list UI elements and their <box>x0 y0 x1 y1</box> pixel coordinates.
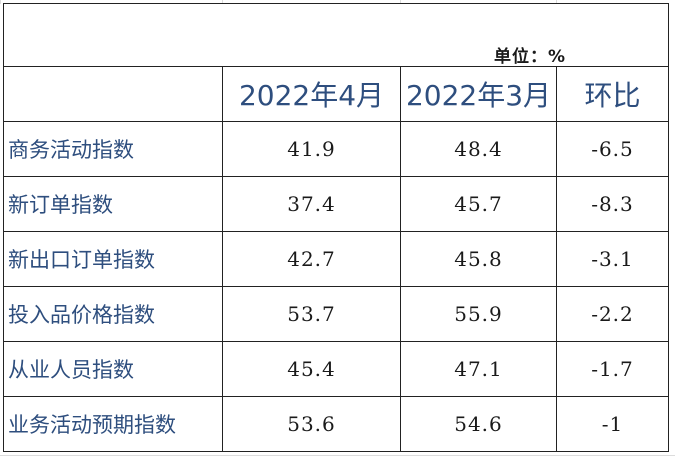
value-cell-apr[interactable]: 41.9 <box>222 121 401 177</box>
table-row: 新订单指数 37.4 45.7 -8.3 <box>3 176 669 232</box>
grid-line <box>0 0 1 4</box>
row-label-cell[interactable]: 新出口订单指数 <box>3 231 223 287</box>
row-label-cell[interactable]: 投入品价格指数 <box>3 286 223 342</box>
row-label-cell[interactable]: 业务活动预期指数 <box>3 396 223 452</box>
header-cell-apr[interactable]: 2022年4月 <box>222 66 401 122</box>
value-cell-mom[interactable]: -6.5 <box>556 121 669 177</box>
value-cell-mar[interactable]: 55.9 <box>400 286 557 342</box>
table-row: 业务活动预期指数 53.6 54.6 -1 <box>3 396 669 452</box>
grid-line <box>556 0 557 4</box>
row-label-cell[interactable]: 从业人员指数 <box>3 341 223 397</box>
header-cell-mom[interactable]: 环比 <box>556 66 669 122</box>
header-row: 2022年4月 2022年3月 环比 <box>3 66 669 122</box>
table-row: 商务活动指数 41.9 48.4 -6.5 <box>3 121 669 177</box>
header-empty-cell[interactable] <box>3 66 223 122</box>
value-cell-mar[interactable]: 54.6 <box>400 396 557 452</box>
grid-line <box>222 0 223 4</box>
grid-line <box>400 0 401 4</box>
unit-cell[interactable]: 单位：% <box>3 3 669 67</box>
value-cell-apr[interactable]: 42.7 <box>222 231 401 287</box>
value-cell-mom[interactable]: -1 <box>556 396 669 452</box>
unit-label: 单位：% <box>494 47 567 67</box>
value-cell-mar[interactable]: 48.4 <box>400 121 557 177</box>
value-cell-mom[interactable]: -2.2 <box>556 286 669 342</box>
value-cell-apr[interactable]: 45.4 <box>222 341 401 397</box>
value-cell-mar[interactable]: 45.7 <box>400 176 557 232</box>
table-row: 从业人员指数 45.4 47.1 -1.7 <box>3 341 669 397</box>
value-cell-mom[interactable]: -8.3 <box>556 176 669 232</box>
row-label-cell[interactable]: 新订单指数 <box>3 176 223 232</box>
value-cell-mar[interactable]: 45.8 <box>400 231 557 287</box>
value-cell-apr[interactable]: 53.6 <box>222 396 401 452</box>
grid-line <box>0 455 675 456</box>
value-cell-apr[interactable]: 53.7 <box>222 286 401 342</box>
row-label-cell[interactable]: 商务活动指数 <box>3 121 223 177</box>
value-cell-apr[interactable]: 37.4 <box>222 176 401 232</box>
pmi-table: 单位：% 2022年4月 2022年3月 环比 商务活动指数 41.9 48.4… <box>3 3 669 452</box>
table-row: 新出口订单指数 42.7 45.8 -3.1 <box>3 231 669 287</box>
value-cell-mom[interactable]: -3.1 <box>556 231 669 287</box>
header-cell-mar[interactable]: 2022年3月 <box>400 66 557 122</box>
table-row: 投入品价格指数 53.7 55.9 -2.2 <box>3 286 669 342</box>
value-cell-mom[interactable]: -1.7 <box>556 341 669 397</box>
unit-row: 单位：% <box>3 3 669 67</box>
value-cell-mar[interactable]: 47.1 <box>400 341 557 397</box>
